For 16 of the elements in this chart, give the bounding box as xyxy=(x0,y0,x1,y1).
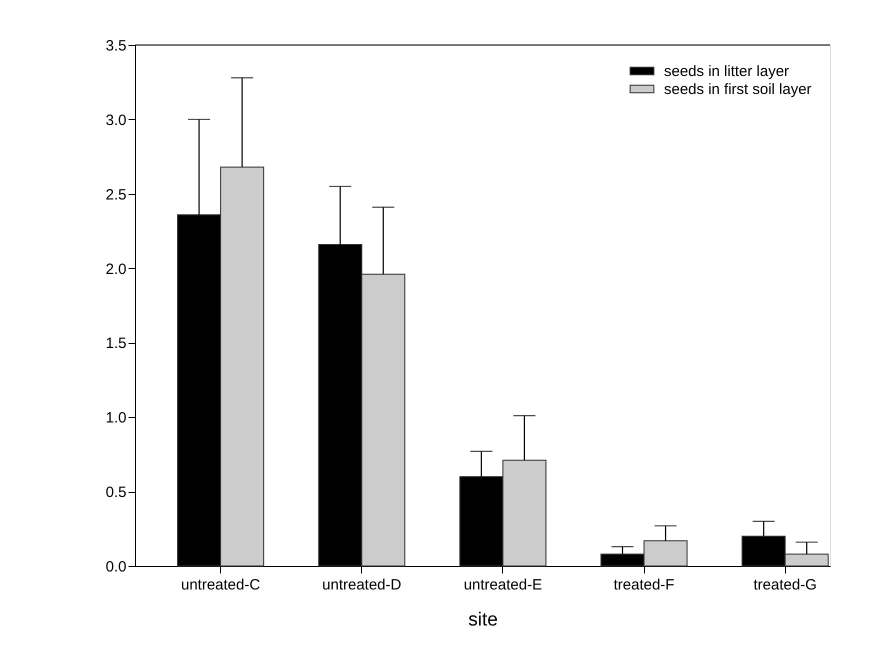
y-tick-label: 2.5 xyxy=(106,186,126,204)
x-tick-label: untreated-C xyxy=(180,576,260,594)
x-axis-title: site xyxy=(468,610,498,630)
y-tick-label: 3.0 xyxy=(106,112,126,129)
x-tick-label: untreated-D xyxy=(322,576,402,594)
x-tick-label: treated-G xyxy=(753,576,817,594)
legend-label: seeds in first soil layer xyxy=(664,81,812,98)
y-tick-label: 3.5 xyxy=(106,38,126,54)
y-tick-label: 1.5 xyxy=(106,335,126,352)
y-tick-label: 1.0 xyxy=(106,410,126,427)
y-tick-label: 2.0 xyxy=(106,260,126,278)
x-tick-label: treated-F xyxy=(614,576,674,594)
y-tick-label: 0.5 xyxy=(106,484,126,502)
legend-label: seeds in litter layer xyxy=(664,63,790,80)
x-tick-label: untreated-E xyxy=(464,576,542,594)
y-tick-label: 0.0 xyxy=(106,558,126,576)
